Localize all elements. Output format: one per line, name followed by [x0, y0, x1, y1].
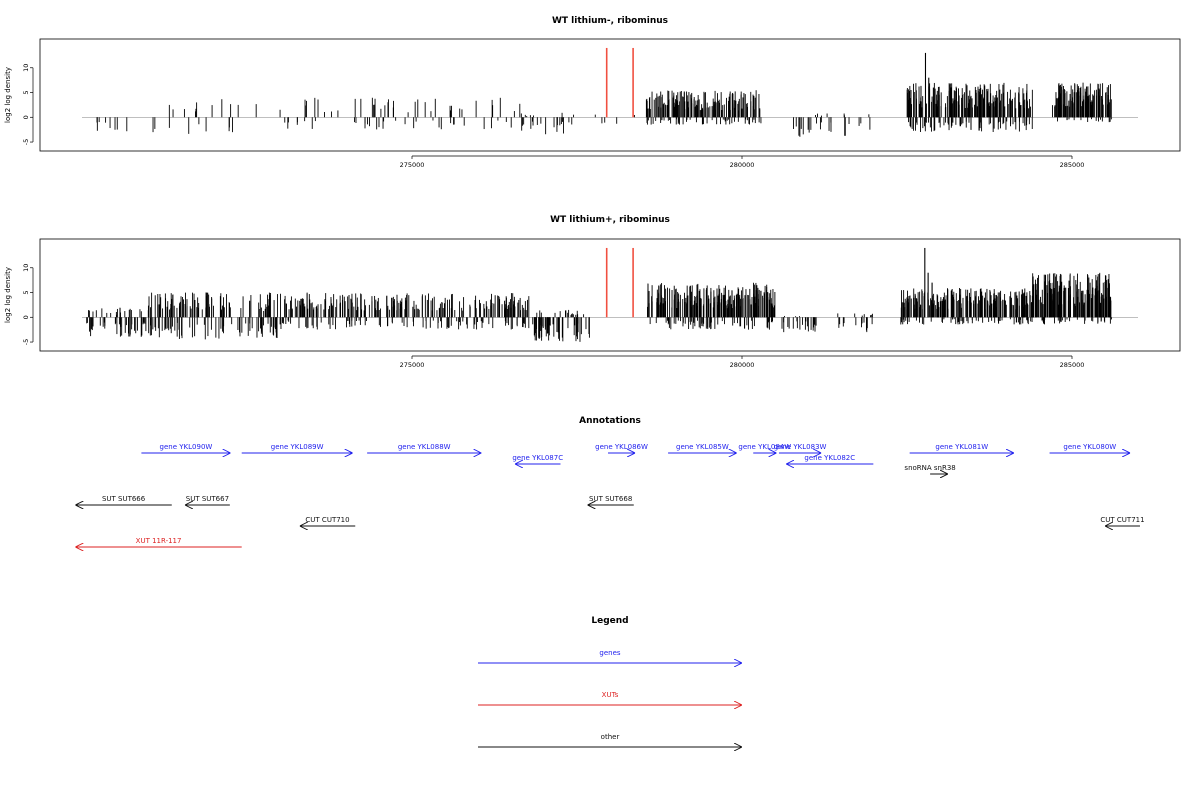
- y-axis-label: log2 log density: [4, 67, 12, 123]
- feature-label: gene YKL085W: [676, 443, 729, 451]
- y-tick-label: -5: [22, 339, 30, 345]
- legend-panel: Legend genes XUTs other: [478, 616, 742, 747]
- y-tick-label: 5: [22, 290, 30, 294]
- plot-frame: [39, 38, 1181, 152]
- feature-label: gene YKL082C: [804, 454, 855, 462]
- feature-label: snoRNA snR38: [904, 464, 955, 472]
- legend-label: other: [601, 733, 620, 741]
- feature-label: SUT SUT667: [186, 495, 229, 503]
- legend-items: genes XUTs other: [478, 649, 742, 747]
- x-axis: 275000 280000 285000: [400, 155, 1085, 169]
- feature-label: gene YKL080W: [1063, 443, 1116, 451]
- y-tick-label: 10: [22, 64, 30, 72]
- legend-label: XUTs: [602, 691, 619, 699]
- panel-title: WT lithium+, ribominus: [550, 215, 670, 225]
- annotations-title: Annotations: [579, 416, 641, 426]
- panel-title: WT lithium-, ribominus: [552, 16, 668, 26]
- feature-label: gene YKL090W: [160, 443, 213, 451]
- annotation-features: gene YKL090W gene YKL089W gene YKL088W gene…: [75, 443, 1145, 547]
- y-tick-label: -5: [22, 139, 30, 145]
- legend-label: genes: [599, 649, 620, 657]
- track-panel-lithium-plus: WT lithium+, ribominus log2 log density …: [4, 215, 1181, 369]
- density-bars: [82, 247, 1138, 342]
- feature-label: CUT CUT711: [1100, 516, 1144, 524]
- feature-label: gene YKL089W: [271, 443, 324, 451]
- y-axis: -5 0 5 10: [22, 264, 34, 345]
- feature-label: gene YKL083W: [774, 443, 827, 451]
- y-tick-label: 0: [22, 115, 30, 119]
- x-axis: 275000 280000 285000: [400, 355, 1085, 369]
- y-axis-label: log2 log density: [4, 267, 12, 323]
- feature-label: SUT SUT668: [589, 495, 632, 503]
- feature-label: gene YKL087C: [512, 454, 563, 462]
- feature-label: SUT SUT666: [102, 495, 146, 503]
- x-tick-label: 275000: [400, 161, 425, 169]
- x-tick-label: 280000: [730, 361, 755, 369]
- x-tick-label: 285000: [1060, 161, 1085, 169]
- density-bars: [82, 47, 1138, 137]
- feature-label: gene YKL084W: [738, 443, 791, 451]
- plot-frame: [39, 238, 1181, 352]
- y-tick-label: 10: [22, 264, 30, 272]
- y-axis: -5 0 5 10: [22, 64, 34, 145]
- track-panel-lithium-minus: WT lithium-, ribominus log2 log density …: [4, 16, 1181, 169]
- y-tick-label: 0: [22, 315, 30, 319]
- feature-label: gene YKL081W: [935, 443, 988, 451]
- feature-label: CUT CUT710: [305, 516, 349, 524]
- feature-label: gene YKL086W: [595, 443, 648, 451]
- x-tick-label: 280000: [730, 161, 755, 169]
- y-tick-label: 5: [22, 90, 30, 94]
- legend-title: Legend: [591, 616, 628, 626]
- feature-label: XUT 11R-117: [136, 537, 182, 545]
- feature-label: gene YKL088W: [398, 443, 451, 451]
- x-tick-label: 275000: [400, 361, 425, 369]
- x-tick-label: 285000: [1060, 361, 1085, 369]
- annotations-panel: Annotations gene YKL090W gene YKL089W gene…: [75, 416, 1145, 547]
